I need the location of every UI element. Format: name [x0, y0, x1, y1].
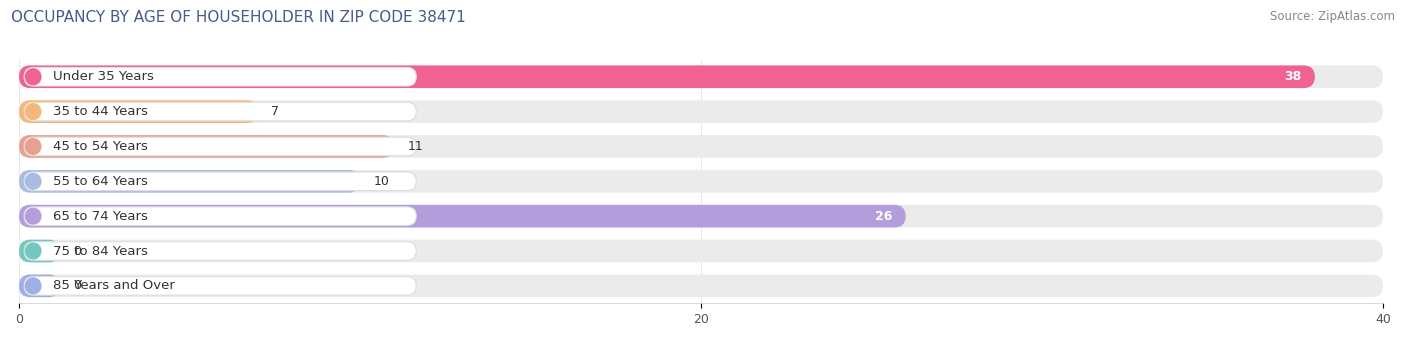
FancyBboxPatch shape — [20, 65, 1384, 88]
FancyBboxPatch shape — [20, 100, 1384, 123]
Circle shape — [25, 243, 41, 259]
Text: 45 to 54 Years: 45 to 54 Years — [52, 140, 148, 153]
Text: 35 to 44 Years: 35 to 44 Years — [52, 105, 148, 118]
Text: 75 to 84 Years: 75 to 84 Years — [52, 244, 148, 257]
Circle shape — [25, 278, 41, 294]
Text: OCCUPANCY BY AGE OF HOUSEHOLDER IN ZIP CODE 38471: OCCUPANCY BY AGE OF HOUSEHOLDER IN ZIP C… — [11, 10, 465, 25]
FancyBboxPatch shape — [24, 102, 416, 121]
Text: 38: 38 — [1284, 70, 1301, 83]
Circle shape — [25, 104, 41, 119]
FancyBboxPatch shape — [20, 100, 257, 123]
FancyBboxPatch shape — [20, 240, 1384, 262]
FancyBboxPatch shape — [20, 135, 1384, 158]
Text: 26: 26 — [875, 210, 891, 223]
FancyBboxPatch shape — [20, 275, 1384, 297]
FancyBboxPatch shape — [24, 207, 416, 225]
FancyBboxPatch shape — [20, 170, 360, 193]
FancyBboxPatch shape — [20, 170, 1384, 193]
FancyBboxPatch shape — [24, 242, 416, 260]
Text: 7: 7 — [271, 105, 280, 118]
Text: Under 35 Years: Under 35 Years — [52, 70, 153, 83]
FancyBboxPatch shape — [24, 68, 416, 86]
Circle shape — [25, 174, 41, 189]
FancyBboxPatch shape — [24, 172, 416, 191]
FancyBboxPatch shape — [24, 277, 416, 295]
Text: 0: 0 — [73, 279, 82, 292]
FancyBboxPatch shape — [20, 65, 1315, 88]
FancyBboxPatch shape — [24, 137, 416, 156]
Circle shape — [25, 208, 41, 224]
Text: 11: 11 — [408, 140, 423, 153]
Text: 10: 10 — [374, 175, 389, 188]
Text: 65 to 74 Years: 65 to 74 Years — [52, 210, 148, 223]
Text: Source: ZipAtlas.com: Source: ZipAtlas.com — [1270, 10, 1395, 23]
FancyBboxPatch shape — [20, 240, 60, 262]
Text: 55 to 64 Years: 55 to 64 Years — [52, 175, 148, 188]
Text: 85 Years and Over: 85 Years and Over — [52, 279, 174, 292]
Circle shape — [25, 69, 41, 85]
Circle shape — [25, 138, 41, 154]
FancyBboxPatch shape — [20, 135, 394, 158]
FancyBboxPatch shape — [20, 205, 905, 227]
FancyBboxPatch shape — [20, 205, 1384, 227]
FancyBboxPatch shape — [20, 275, 60, 297]
Text: 0: 0 — [73, 244, 82, 257]
